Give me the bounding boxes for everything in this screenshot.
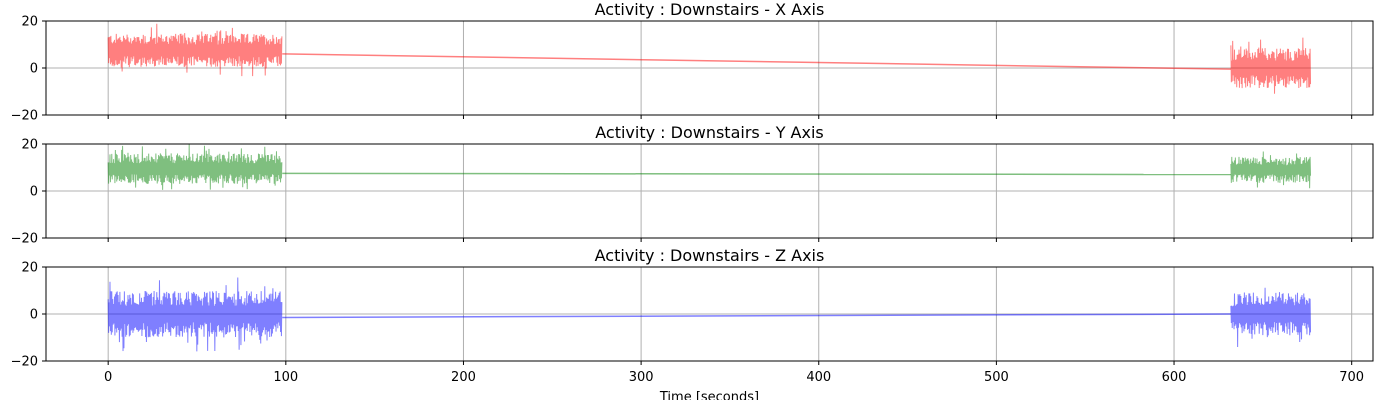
y-tick-label: 20 bbox=[21, 15, 38, 30]
signal-y-burst-1 bbox=[107, 144, 283, 190]
subplot-title-y: Activity : Downstairs - Y Axis bbox=[595, 123, 824, 142]
subplot-title-z: Activity : Downstairs - Z Axis bbox=[595, 246, 825, 265]
signal-x-burst-1 bbox=[107, 23, 283, 77]
x-tick-label: 700 bbox=[1339, 370, 1364, 385]
signal-z-burst-1 bbox=[107, 277, 283, 352]
y-tick-label: 0 bbox=[30, 308, 38, 323]
x-tick-label: 500 bbox=[984, 370, 1009, 385]
y-tick-label: −20 bbox=[11, 355, 38, 370]
x-tick-label: 300 bbox=[629, 370, 654, 385]
signal-y-burst-2 bbox=[1230, 151, 1312, 189]
signal-x-burst-2 bbox=[1230, 37, 1312, 94]
x-tick-label: 400 bbox=[806, 370, 831, 385]
x-tick-label: 100 bbox=[273, 370, 298, 385]
y-tick-label: 0 bbox=[30, 185, 38, 200]
y-tick-label: 20 bbox=[21, 138, 38, 153]
signal-z-connector bbox=[282, 313, 1231, 319]
y-tick-label: −20 bbox=[11, 109, 38, 124]
subplot-title-x: Activity : Downstairs - X Axis bbox=[595, 0, 825, 19]
y-tick-label: 0 bbox=[30, 62, 38, 77]
y-tick-label: −20 bbox=[11, 232, 38, 247]
signal-x-connector bbox=[282, 53, 1231, 70]
y-tick-label: 20 bbox=[21, 261, 38, 276]
x-axis-label: Time [seconds] bbox=[659, 390, 759, 400]
x-tick-label: 0 bbox=[104, 370, 112, 385]
signal-y-connector bbox=[282, 172, 1231, 176]
x-tick-label: 200 bbox=[451, 370, 476, 385]
x-tick-label: 600 bbox=[1162, 370, 1187, 385]
signal-z-burst-2 bbox=[1230, 287, 1312, 348]
